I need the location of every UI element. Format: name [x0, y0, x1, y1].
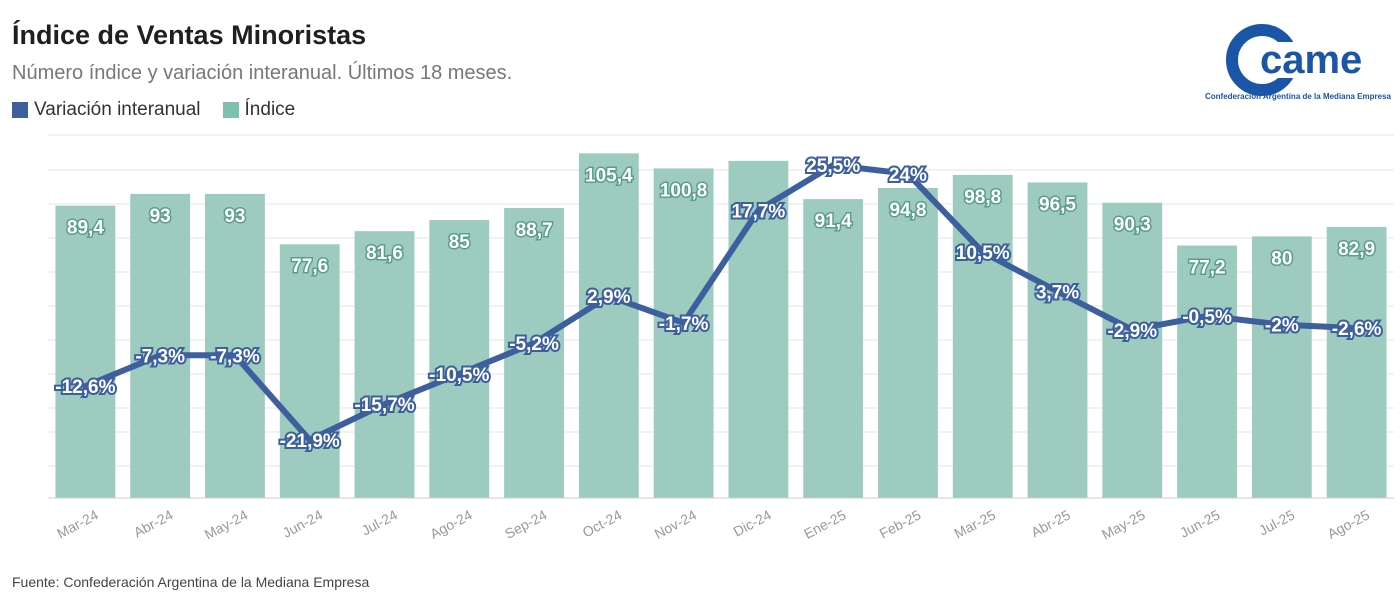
- line-label-oct-24: 2,9%: [587, 287, 630, 308]
- bar-abr-24: [130, 193, 191, 498]
- line-label-abr-25: 3,7%: [1036, 283, 1079, 304]
- x-tick-mar-25: Mar-25: [951, 506, 998, 541]
- x-tick-mar-24: Mar-24: [54, 506, 101, 541]
- line-label-jul-25: -2%: [1265, 316, 1299, 337]
- bar-label-jun-24: 77,6: [291, 256, 328, 277]
- bar-abr-25: [1027, 182, 1088, 498]
- bar-oct-24: [578, 153, 639, 499]
- x-tick-dic-24: Dic-24: [731, 506, 774, 539]
- x-tick-jul-25: Jul-25: [1256, 506, 1297, 538]
- legend-label-line: Variación interanual: [34, 99, 201, 120]
- bar-may-24: [205, 193, 265, 498]
- bar-label-abr-25: 96,5: [1039, 194, 1076, 215]
- bar-ago-24: [429, 220, 490, 499]
- bar-label-feb-25: 94,8: [889, 200, 926, 221]
- logo-subtitle: Confederación Argentina de la Mediana Em…: [1205, 92, 1391, 101]
- bar-label-abr-24: 93: [150, 206, 171, 227]
- logo-text: came: [1260, 38, 1362, 82]
- x-tick-jun-25: Jun-25: [1177, 506, 1222, 540]
- line-label-sep-24: -5,2%: [509, 334, 559, 355]
- came-logo: came: [1226, 24, 1368, 96]
- bar-label-jul-24: 81,6: [366, 243, 403, 264]
- x-tick-may-24: May-24: [202, 506, 251, 542]
- x-tick-feb-25: Feb-25: [877, 506, 924, 541]
- legend-label-bar: Índice: [244, 99, 296, 120]
- bar-may-25: [1102, 202, 1163, 498]
- variation-line: [82, 162, 1360, 443]
- bar-feb-25: [878, 188, 938, 498]
- line-label-jun-25: -0,5%: [1182, 307, 1232, 328]
- line-label-abr-24: -7,3%: [135, 346, 185, 367]
- bar-jul-25: [1251, 236, 1312, 498]
- bar-dic-24: [728, 160, 789, 498]
- line-label-mar-25: 10,5%: [956, 243, 1010, 264]
- bar-jul-24: [354, 231, 415, 498]
- x-tick-abr-24: Abr-24: [131, 506, 176, 540]
- bar-ago-25: [1326, 226, 1387, 499]
- bar-label-may-24: 93: [224, 206, 245, 227]
- line-label-ago-24: -10,5%: [429, 365, 489, 386]
- chart-subtitle: Número índice y variación interanual. Úl…: [12, 62, 513, 84]
- legend-swatch-bar: [222, 102, 239, 118]
- bar-label-nov-24: 100,8: [660, 180, 708, 201]
- bar-label-mar-24: 89,4: [67, 218, 104, 239]
- bar-jun-25: [1177, 245, 1237, 498]
- bar-ene-25: [803, 199, 864, 498]
- bar-nov-24: [653, 168, 714, 498]
- bar-label-ago-25: 82,9: [1338, 239, 1375, 260]
- legend-item-bar[interactable]: Índice: [222, 99, 296, 121]
- x-tick-ago-25: Ago-25: [1325, 506, 1373, 541]
- x-tick-nov-24: Nov-24: [652, 506, 700, 541]
- source-note: Fuente: Confederación Argentina de la Me…: [12, 574, 370, 590]
- legend-item-line[interactable]: Variación interanual: [12, 99, 201, 121]
- line-label-nov-24: -1,7%: [659, 314, 709, 335]
- x-tick-abr-25: Abr-25: [1028, 506, 1073, 540]
- line-label-mar-24: -12,6%: [55, 377, 115, 398]
- x-tick-oct-24: Oct-24: [580, 506, 625, 540]
- line-label-feb-25: 24%: [889, 165, 927, 186]
- x-tick-jun-24: Jun-24: [280, 506, 325, 540]
- bar-label-oct-24: 105,4: [585, 165, 633, 186]
- bar-mar-24: [55, 205, 116, 499]
- legend-swatch-line: [12, 102, 28, 118]
- line-label-dic-24: 17,7%: [731, 201, 785, 222]
- line-label-jul-24: -15,7%: [354, 395, 414, 416]
- chart-title: Índice de Ventas Minoristas: [12, 20, 367, 50]
- bar-label-may-25: 90,3: [1114, 215, 1151, 236]
- bar-label-jul-25: 80: [1271, 248, 1292, 269]
- line-label-jun-24: -21,9%: [280, 431, 340, 452]
- x-tick-ene-25: Ene-25: [801, 506, 849, 541]
- x-tick-jul-24: Jul-24: [359, 506, 400, 538]
- bar-label-ene-25: 91,4: [815, 211, 852, 232]
- line-label-ene-25: 25,5%: [806, 156, 860, 177]
- line-label-may-25: -2,9%: [1107, 321, 1157, 342]
- line-label-may-24: -7,3%: [210, 346, 260, 367]
- bar-label-sep-24: 88,7: [516, 220, 553, 241]
- bar-label-jun-25: 77,2: [1189, 258, 1226, 279]
- x-tick-may-25: May-25: [1099, 506, 1148, 542]
- bar-label-mar-25: 98,8: [964, 187, 1001, 208]
- legend: Variación interanual Índice: [12, 99, 295, 121]
- bar-label-ago-24: 85: [449, 232, 471, 253]
- x-tick-sep-24: Sep-24: [502, 506, 550, 541]
- bar-mar-25: [952, 174, 1013, 498]
- bar-jun-24: [279, 244, 340, 498]
- x-tick-ago-24: Ago-24: [427, 506, 475, 541]
- line-label-ago-25: -2,6%: [1332, 319, 1382, 340]
